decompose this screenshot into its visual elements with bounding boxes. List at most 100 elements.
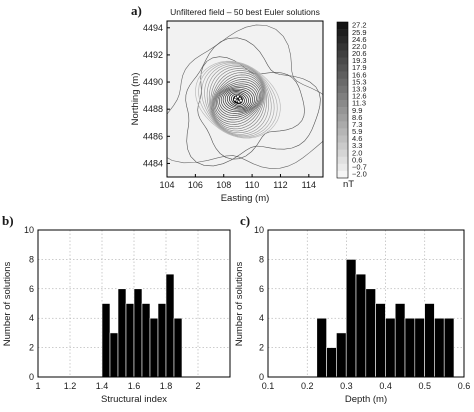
- contour-line: [185, 37, 321, 167]
- x-tick-label: 1.4: [96, 381, 109, 391]
- histogram-bar: [173, 317, 183, 378]
- y-tick-label: 2: [259, 343, 264, 353]
- colorbar-swatch: [337, 78, 348, 87]
- histogram-b-y-ticks: 0 2 4 6 8 10: [24, 225, 34, 382]
- histogram-bar: [316, 317, 327, 378]
- colorbar-swatch: [337, 85, 348, 94]
- map-x-tick-label: 104: [159, 180, 174, 190]
- colorbar-label: 20.6: [352, 49, 367, 58]
- contour-line: [222, 88, 254, 111]
- colorbar-label: 4.6: [352, 134, 362, 143]
- colorbar-frame: [336, 21, 349, 179]
- map-y-tick-label: 4488: [143, 104, 163, 114]
- contour-line: [198, 61, 278, 138]
- colorbar: 27.225.924.622.020.619.317.916.615.313.9…: [336, 21, 367, 179]
- contour-line: [210, 68, 266, 132]
- histogram-c-y-ticks: 0 2 4 6 8 10: [254, 225, 264, 382]
- colorbar-label: 11.3: [352, 99, 366, 108]
- colorbar-swatch: [337, 142, 348, 150]
- contour-line: [197, 56, 305, 160]
- histogram-b-bars: [101, 273, 183, 378]
- map-title: Unfiltered field – 50 best Euler solutio…: [170, 7, 320, 17]
- histogram-bar: [157, 303, 167, 378]
- histogram-bar: [345, 259, 357, 378]
- panel-a: a) Unfiltered field – 50 best Euler solu…: [130, 3, 367, 204]
- panel-b-label: b): [2, 213, 14, 228]
- y-tick-label: 6: [259, 284, 264, 294]
- histogram-bar: [355, 273, 367, 378]
- histogram-bar: [336, 332, 347, 378]
- colorbar-label: 27.2: [352, 21, 367, 30]
- histogram-bar: [443, 317, 455, 378]
- colorbar-swatch: [337, 121, 348, 129]
- histogram-bar: [424, 303, 435, 378]
- colorbar-label: 8.6: [352, 113, 362, 122]
- histogram-bar: [149, 317, 159, 378]
- colorbar-label: 17.9: [352, 63, 367, 72]
- colorbar-swatch: [337, 36, 348, 44]
- x-tick-label: 0.5: [419, 381, 432, 391]
- y-tick-label: 10: [24, 225, 34, 235]
- histogram-bar: [365, 288, 376, 378]
- colorbar-label: 15.3: [352, 77, 367, 86]
- contour-line: [217, 83, 259, 116]
- euler-solutions: [233, 95, 243, 104]
- colorbar-swatch: [337, 92, 348, 101]
- histogram-bar: [394, 303, 406, 378]
- contour-line: [226, 91, 249, 109]
- x-tick-label: 0.2: [301, 381, 314, 391]
- map-x-tick-label: 112: [273, 180, 287, 190]
- y-tick-label: 8: [259, 254, 264, 264]
- contour-line: [211, 70, 265, 130]
- colorbar-label: 9.9: [352, 106, 362, 115]
- contour-line: [224, 90, 251, 110]
- panel-b: b) 1 1.2 1.4 1.6 1.8 2 0 2 4 6 8 10 Structural ind…: [2, 213, 231, 405]
- colorbar-swatch: [337, 50, 348, 58]
- y-tick-label: 4: [29, 313, 34, 323]
- panel-a-label: a): [131, 3, 142, 18]
- colorbar-swatch: [337, 100, 348, 108]
- histogram-bar: [414, 317, 425, 378]
- colorbar-label: 12.6: [352, 92, 367, 101]
- contour-line: [215, 81, 260, 118]
- colorbar-swatch: [337, 114, 348, 122]
- contour-line: [201, 62, 275, 138]
- x-tick-label: 2: [195, 381, 200, 391]
- colorbar-swatch: [337, 29, 348, 37]
- histogram-bar: [326, 347, 337, 378]
- histogram-c-frame: [267, 229, 465, 378]
- map-x-ticks: 104 106 108 110 112 114: [159, 174, 316, 190]
- map-x-tick-label: 110: [245, 180, 259, 190]
- panel-c-label: c): [240, 213, 250, 228]
- contour-line: [219, 85, 257, 114]
- colorbar-swatch: [337, 64, 348, 72]
- contour-line: [220, 87, 255, 113]
- histogram-bar: [141, 303, 151, 378]
- colorbar-label: 24.6: [352, 35, 367, 44]
- y-tick-label: 4: [259, 313, 264, 323]
- colorbar-label: 19.3: [352, 56, 367, 65]
- map-background: [167, 21, 323, 177]
- colorbar-swatch: [337, 57, 348, 65]
- colorbar-swatch: [337, 156, 348, 165]
- contour-line: [231, 93, 245, 106]
- histogram-bar: [165, 273, 175, 378]
- map-x-axis-label: Easting (m): [221, 193, 270, 204]
- map-y-axis-label: Northing (m): [130, 73, 141, 126]
- map-y-tick-label: 4490: [143, 77, 163, 87]
- map-x-tick-label: 106: [188, 180, 203, 190]
- histogram-c-y-axis-label: Number of solutions: [234, 262, 245, 347]
- colorbar-swatch: [337, 107, 348, 115]
- euler-solution-marker: [239, 99, 243, 103]
- colorbar-swatch: [337, 149, 348, 158]
- map-y-tick-label: 4494: [143, 23, 163, 33]
- histogram-c-bars: [316, 259, 455, 378]
- colorbar-label: 3.3: [352, 141, 362, 150]
- x-tick-label: 1: [35, 381, 40, 391]
- colorbar-label: 13.9: [352, 84, 367, 93]
- map-y-tick-label: 4492: [143, 50, 163, 60]
- map-y-ticks: 4484 4486 4488 4490 4492 4494: [143, 23, 170, 168]
- contour-line: [204, 63, 272, 137]
